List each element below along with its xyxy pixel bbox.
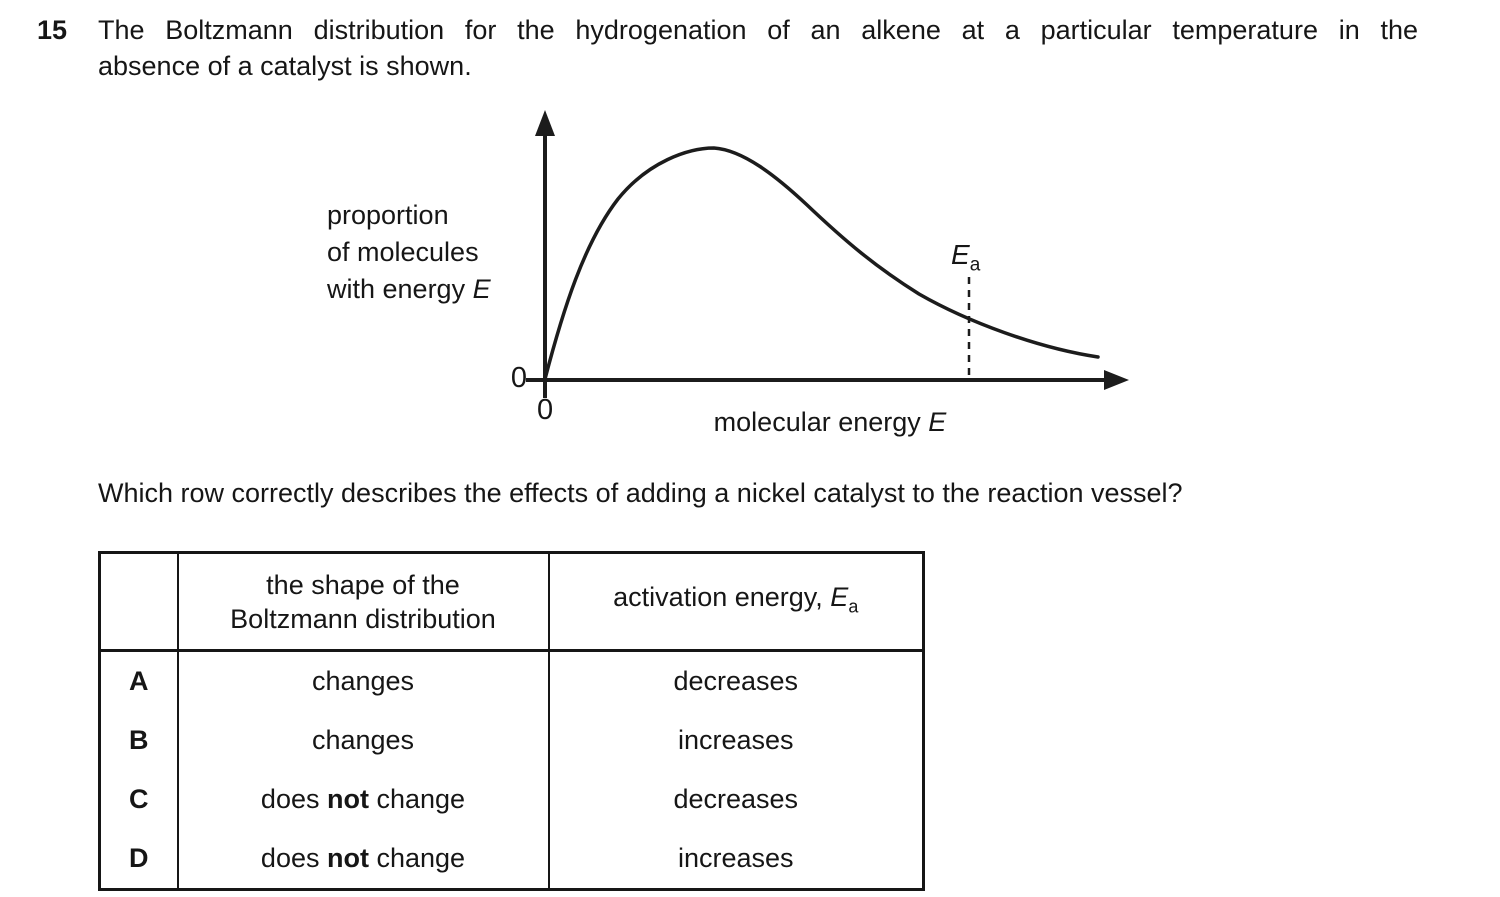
shape-cell-b: changes bbox=[176, 711, 549, 770]
table-row-b: B changes increases bbox=[100, 711, 924, 770]
energy-symbol: E bbox=[472, 274, 491, 304]
energy-symbol: E bbox=[928, 407, 947, 437]
question-number: 15 bbox=[37, 15, 68, 45]
answer-table-grid: the shape of the Boltzmann distribution … bbox=[98, 551, 925, 891]
question-text-line2: absence of a catalyst is shown. bbox=[98, 51, 472, 81]
question-text-line1: The Boltzmann distribution for the hydro… bbox=[98, 15, 1418, 45]
header-cell-blank bbox=[99, 552, 178, 652]
x-axis-zero-label: 0 bbox=[537, 394, 554, 426]
table-header-row: the shape of the Boltzmann distribution … bbox=[99, 552, 924, 652]
shape-cell-c: does not change bbox=[176, 770, 549, 829]
x-axis-label: molecular energy E bbox=[713, 407, 947, 437]
activation-cell-c: decreases bbox=[547, 770, 924, 829]
option-label-d: D bbox=[129, 843, 149, 873]
question-text: The Boltzmann distribution for the hydro… bbox=[98, 12, 1418, 84]
activation-cell-a: decreases bbox=[547, 650, 924, 711]
y-axis-label-line1: proportion bbox=[327, 200, 449, 230]
activation-cell-d: increases bbox=[547, 829, 924, 890]
activation-energy-label: Ea bbox=[951, 239, 981, 276]
header-cell-shape: the shape of the Boltzmann distribution bbox=[176, 552, 549, 652]
option-label-a: A bbox=[129, 666, 149, 696]
distribution-curve bbox=[543, 146, 1100, 381]
option-label-b: B bbox=[129, 725, 149, 755]
boltzmann-graph bbox=[526, 110, 1129, 398]
table-row-c: C does not change decreases bbox=[100, 770, 924, 829]
y-axis-arrow-icon bbox=[535, 110, 555, 136]
header-cell-activation-energy: activation energy, Ea bbox=[547, 552, 924, 652]
y-axis-label: proportion of molecules with energy E bbox=[327, 197, 491, 308]
shape-cell-d: does not change bbox=[176, 829, 549, 890]
y-axis-label-line2: of molecules bbox=[327, 237, 479, 267]
y-axis-label-line3: with energy E bbox=[327, 274, 491, 304]
prompt-text: Which row correctly describes the effect… bbox=[98, 478, 1183, 508]
option-label-c: C bbox=[129, 784, 149, 814]
activation-cell-b: increases bbox=[547, 711, 924, 770]
table-row-a: A changes decreases bbox=[100, 650, 924, 711]
table-row-d: D does not change increases bbox=[100, 829, 924, 890]
x-axis-arrow-icon bbox=[1104, 370, 1129, 390]
y-axis-zero-label: 0 bbox=[510, 362, 527, 394]
answer-table: the shape of the Boltzmann distribution … bbox=[98, 551, 925, 891]
shape-cell-a: changes bbox=[176, 650, 549, 711]
